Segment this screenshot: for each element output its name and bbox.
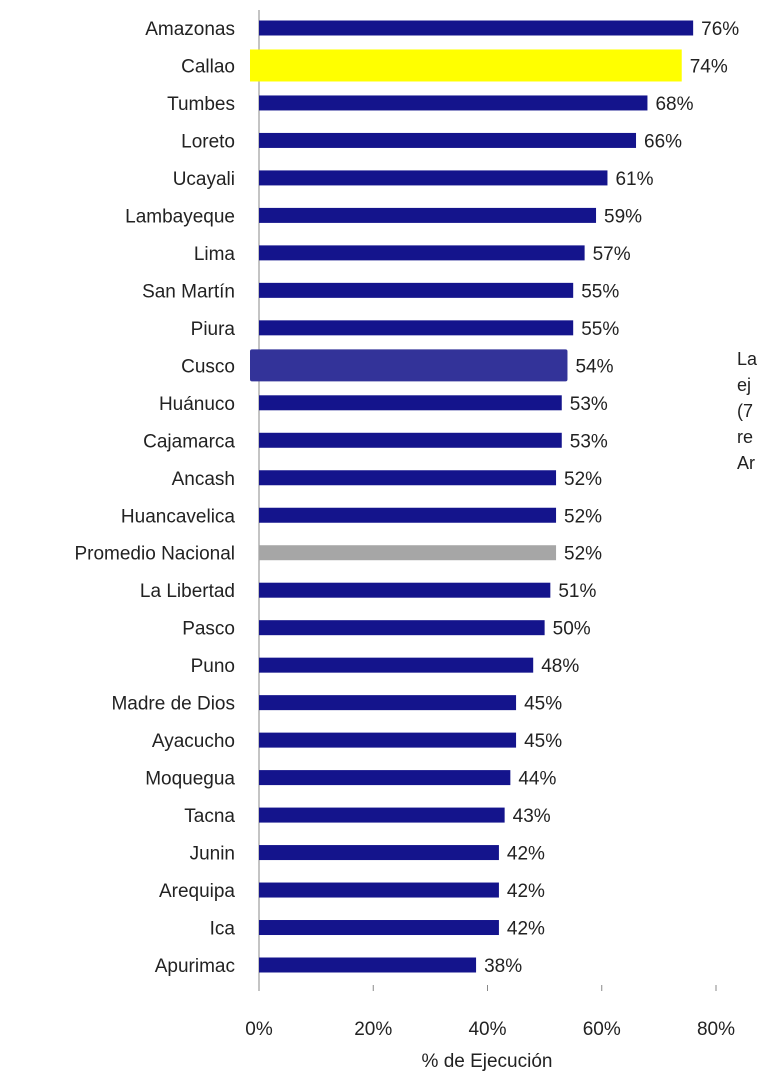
bar bbox=[259, 807, 505, 823]
value-label: 42% bbox=[507, 919, 545, 940]
value-label: 55% bbox=[581, 281, 619, 302]
bar bbox=[250, 349, 568, 382]
value-label: 59% bbox=[604, 206, 642, 227]
value-label: 38% bbox=[484, 956, 522, 977]
x-tick-label: 80% bbox=[697, 1019, 735, 1040]
bar bbox=[259, 95, 648, 111]
value-label: 45% bbox=[524, 731, 562, 752]
y-tick-label: Ayacucho bbox=[152, 731, 235, 752]
value-label: 52% bbox=[564, 506, 602, 527]
annotation-line: La bbox=[737, 349, 758, 369]
y-tick-label: Piura bbox=[191, 319, 236, 340]
bar bbox=[259, 245, 585, 261]
value-label: 76% bbox=[701, 19, 739, 40]
bar bbox=[259, 957, 477, 973]
y-tick-label: Arequipa bbox=[159, 881, 235, 902]
y-tick-label: Huánuco bbox=[159, 394, 235, 415]
annotation-line: Ar bbox=[737, 453, 755, 473]
y-tick-label: Huancavelica bbox=[121, 506, 235, 527]
bar bbox=[259, 732, 517, 748]
bar bbox=[259, 770, 511, 786]
bar bbox=[259, 132, 637, 148]
bar bbox=[259, 395, 562, 411]
y-tick-label: Ucayali bbox=[173, 169, 235, 190]
bar bbox=[259, 657, 534, 673]
bar bbox=[259, 470, 557, 486]
value-label: 42% bbox=[507, 881, 545, 902]
y-tick-label: Puno bbox=[191, 656, 235, 677]
value-label: 52% bbox=[564, 544, 602, 565]
value-label: 42% bbox=[507, 844, 545, 865]
bar bbox=[259, 282, 574, 298]
value-label: 52% bbox=[564, 469, 602, 490]
bar bbox=[259, 620, 545, 636]
y-tick-label: Apurimac bbox=[155, 956, 235, 977]
value-label: 51% bbox=[558, 581, 596, 602]
value-label: 45% bbox=[524, 694, 562, 715]
x-axis-label: % de Ejecución bbox=[422, 1051, 553, 1072]
bar bbox=[259, 432, 562, 448]
bar bbox=[259, 207, 597, 223]
y-tick-label: Lambayeque bbox=[125, 206, 235, 227]
y-tick-label: Ica bbox=[210, 919, 236, 940]
y-tick-label: Tumbes bbox=[167, 94, 235, 115]
bar bbox=[259, 320, 574, 336]
value-label: 66% bbox=[644, 131, 682, 152]
value-label: 50% bbox=[553, 619, 591, 640]
y-tick-label: La Libertad bbox=[140, 581, 235, 602]
bar bbox=[259, 582, 551, 598]
bar bbox=[259, 695, 517, 711]
y-tick-label: Tacna bbox=[184, 806, 235, 827]
value-label: 43% bbox=[513, 806, 551, 827]
y-tick-label: Junin bbox=[190, 844, 235, 865]
y-tick-label: San Martín bbox=[142, 281, 235, 302]
value-label: 68% bbox=[655, 94, 693, 115]
annotation-line: re bbox=[737, 427, 753, 447]
value-label: 57% bbox=[593, 244, 631, 265]
y-tick-label: Moquegua bbox=[145, 769, 235, 790]
annotation-line: ej bbox=[737, 375, 751, 395]
value-label: 44% bbox=[518, 769, 556, 790]
bar bbox=[259, 170, 608, 186]
y-tick-label: Callao bbox=[181, 56, 235, 77]
x-tick-label: 0% bbox=[245, 1019, 273, 1040]
y-tick-label: Amazonas bbox=[145, 19, 235, 40]
value-label: 53% bbox=[570, 394, 608, 415]
y-tick-label: Cusco bbox=[181, 356, 235, 377]
x-tick-label: 60% bbox=[583, 1019, 621, 1040]
value-label: 61% bbox=[615, 169, 653, 190]
bar bbox=[259, 545, 557, 561]
value-label: 55% bbox=[581, 319, 619, 340]
bar bbox=[259, 20, 694, 36]
y-tick-label: Cajamarca bbox=[143, 431, 235, 452]
annotation-line: (7 bbox=[737, 401, 753, 421]
y-tick-label: Promedio Nacional bbox=[74, 544, 235, 565]
bar bbox=[259, 845, 499, 861]
bar bbox=[259, 882, 499, 898]
bar bbox=[259, 920, 499, 936]
y-tick-label: Madre de Dios bbox=[111, 694, 235, 715]
y-tick-label: Lima bbox=[194, 244, 236, 265]
y-tick-label: Pasco bbox=[182, 619, 235, 640]
value-label: 53% bbox=[570, 431, 608, 452]
x-tick-label: 20% bbox=[354, 1019, 392, 1040]
x-tick-label: 40% bbox=[468, 1019, 506, 1040]
bar bbox=[259, 507, 557, 523]
y-tick-label: Loreto bbox=[181, 131, 235, 152]
value-label: 74% bbox=[690, 56, 728, 77]
y-tick-label: Ancash bbox=[172, 469, 235, 490]
value-label: 48% bbox=[541, 656, 579, 677]
value-label: 54% bbox=[575, 356, 613, 377]
bar bbox=[250, 49, 682, 82]
